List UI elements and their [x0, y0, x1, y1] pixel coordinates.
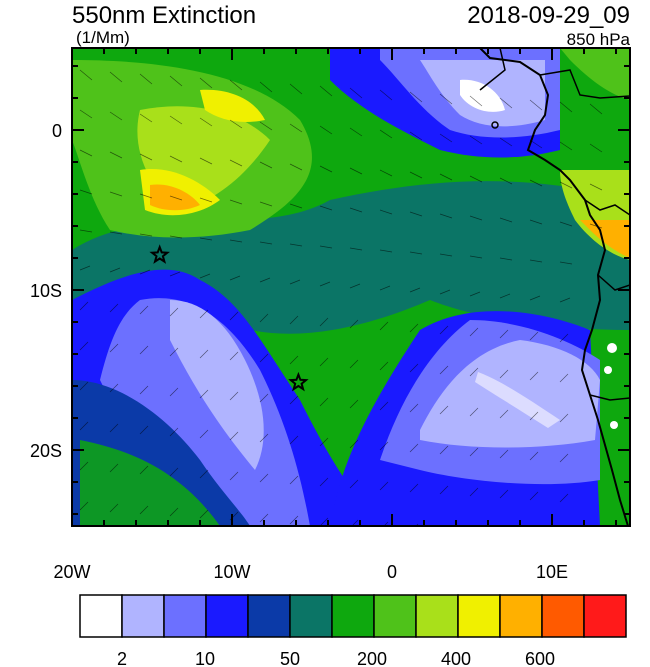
colorbar-swatch-6	[331, 594, 375, 638]
africa-coastline	[479, 48, 629, 526]
plot-frame	[71, 47, 631, 527]
colorbar-swatch-1	[121, 594, 165, 638]
wind-barbs	[79, 69, 603, 526]
colorbar-swatch-3	[205, 594, 249, 638]
lat-label-20s: 20S	[30, 441, 62, 461]
title: 550nm Extinction	[72, 2, 257, 29]
colorbar-swatch-10	[499, 594, 543, 638]
lon-label-10e: 10E	[536, 562, 568, 582]
colorbar-label-10: 10	[195, 649, 215, 667]
colorbar-swatch-0	[79, 594, 123, 638]
colorbar-swatch-7	[373, 594, 417, 638]
lon-label-10w: 10W	[213, 562, 250, 582]
lat-label-0: 0	[52, 121, 62, 141]
colorbar-label-50: 50	[280, 649, 300, 667]
star-1-marker	[149, 244, 170, 264]
datetime-label: 2018-09-29_09	[467, 2, 630, 29]
station-markers	[149, 244, 309, 392]
star-2-marker	[288, 371, 309, 392]
axis-ticks	[71, 48, 630, 526]
colorbar-label-2: 2	[117, 649, 127, 667]
colorbar-label-600: 600	[525, 649, 555, 667]
colorbar-swatch-11	[541, 594, 585, 638]
colorbar-swatch-2	[163, 594, 207, 638]
units-label: (1/Mm)	[76, 28, 130, 47]
colorbar-label-200: 200	[357, 649, 387, 667]
extinction-field	[72, 48, 630, 526]
colorbar-labels: 2 10 50 200 400 600	[117, 649, 555, 667]
colorbar-swatch-9	[457, 594, 501, 638]
lon-label-0: 0	[387, 562, 397, 582]
colorbar-label-400: 400	[441, 649, 471, 667]
colorbar-swatch-5	[289, 594, 333, 638]
colorbar-swatch-12	[583, 594, 627, 638]
lat-label-10s: 10S	[30, 281, 62, 301]
pressure-level-label: 850 hPa	[566, 30, 630, 49]
colorbar-swatch-4	[247, 594, 291, 638]
colorbar	[79, 594, 627, 638]
colorbar-swatch-8	[415, 594, 459, 638]
lon-label-20w: 20W	[53, 562, 90, 582]
